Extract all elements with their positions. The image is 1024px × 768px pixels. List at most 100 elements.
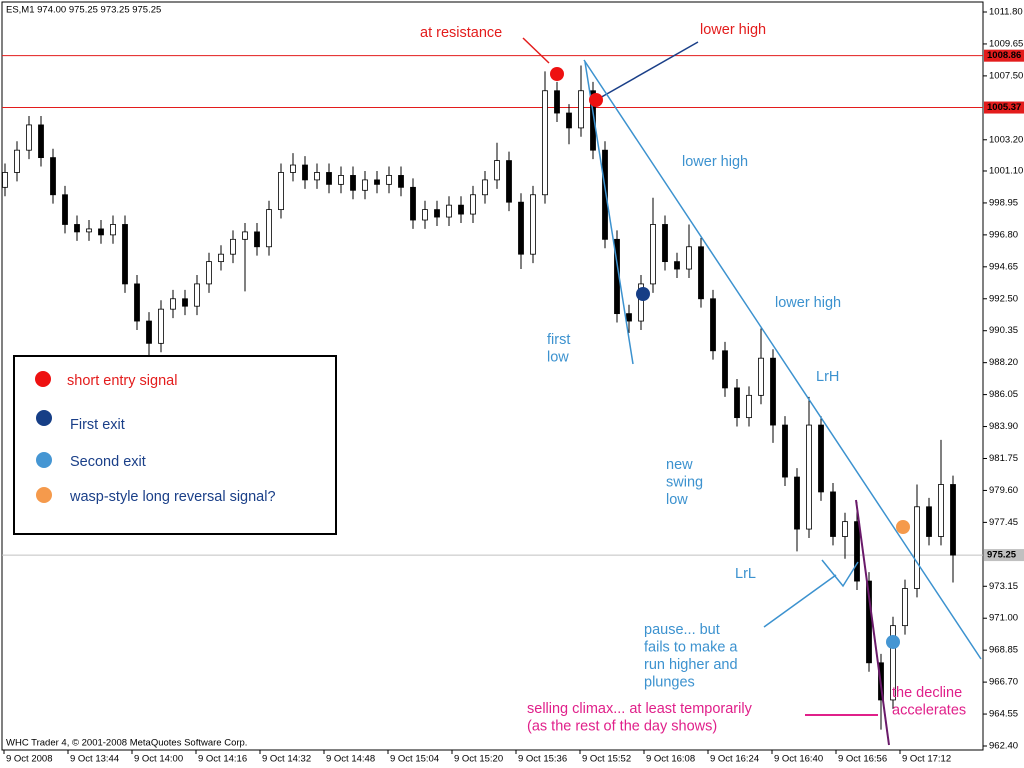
arrow-line (597, 41, 699, 100)
candle-body (590, 90, 596, 151)
candle-body (722, 350, 728, 389)
x-tick-label: 9 Oct 16:40 (774, 754, 823, 765)
arrow-line (522, 37, 550, 64)
candle-body (14, 149, 20, 173)
signal-dot (550, 67, 564, 81)
y-tick-label: 979.60 (989, 485, 1018, 496)
candle-body (374, 179, 380, 185)
candle-body (386, 175, 392, 185)
x-tick-label: 9 Oct 2008 (6, 754, 52, 765)
trend-line (584, 61, 634, 365)
candle-body (434, 209, 440, 218)
price-label: 975.25 (987, 550, 1017, 561)
y-tick-label: 977.45 (989, 517, 1018, 528)
candle-body (662, 224, 668, 263)
annotation-text: first (547, 332, 570, 348)
y-tick-label: 992.50 (989, 293, 1018, 304)
candle-body (578, 90, 584, 129)
candle-body (470, 194, 476, 215)
candle-body (410, 186, 416, 221)
annotation-text: swing (666, 474, 703, 490)
candle-body (398, 175, 404, 188)
y-tick-label: 988.20 (989, 357, 1018, 368)
price-label-box (984, 49, 1024, 62)
y-tick-label: 983.90 (989, 421, 1018, 432)
x-tick-label: 9 Oct 16:56 (838, 754, 887, 765)
candle-body (38, 124, 44, 159)
annotation-text: accelerates (892, 702, 966, 718)
y-tick-label: 990.35 (989, 325, 1018, 336)
legend-dot (36, 410, 52, 426)
candle-body (290, 164, 296, 173)
trend-line (583, 59, 982, 660)
annotation-text: LrL (735, 566, 756, 582)
candle-body (110, 224, 116, 236)
candle-body (302, 164, 308, 181)
candle-body (926, 506, 932, 537)
x-tick-label: 9 Oct 14:48 (326, 754, 375, 765)
signal-dot (636, 287, 650, 301)
annotation-text: pause... but (644, 622, 720, 638)
annotation-text: selling climax... at least temporarily (527, 701, 753, 717)
x-tick-label: 9 Oct 15:52 (582, 754, 631, 765)
x-tick-label: 9 Oct 17:12 (902, 754, 951, 765)
candle-body (794, 476, 800, 530)
candle-body (650, 224, 656, 285)
y-tick-label: 973.15 (989, 581, 1018, 592)
candle-body (566, 112, 572, 129)
x-tick-label: 9 Oct 15:04 (390, 754, 439, 765)
legend-dot (36, 452, 52, 468)
legend-label: short entry signal (67, 373, 177, 389)
trend-line (821, 559, 859, 588)
signal-dot (589, 93, 603, 107)
candle-body (806, 424, 812, 530)
y-tick-label: 966.70 (989, 677, 1018, 688)
candle-body (62, 194, 68, 225)
candle-body (602, 149, 608, 240)
candle-body (170, 298, 176, 310)
signal-dot (886, 635, 900, 649)
candle-body (26, 124, 32, 151)
y-tick-label: 1001.10 (989, 165, 1023, 176)
candle-body (770, 357, 776, 426)
candle-body (950, 484, 956, 556)
footer: WHC Trader 4, © 2001-2008 MetaQuotes Sof… (6, 738, 247, 749)
y-tick-label: 968.85 (989, 645, 1018, 656)
candle-body (242, 231, 248, 240)
candles (2, 65, 956, 730)
y-tick-label: 1003.20 (989, 134, 1023, 145)
signal-dot (896, 520, 910, 534)
candle-body (542, 90, 548, 196)
candle-body (230, 238, 236, 255)
candle-body (362, 179, 368, 191)
candle-body (686, 246, 692, 270)
candle-body (710, 298, 716, 352)
candle-body (98, 228, 104, 236)
annotation-text: lower high (775, 295, 841, 311)
candle-body (674, 261, 680, 270)
annotation-text: lower high (682, 154, 748, 170)
legend-box (13, 355, 337, 535)
x-tick-label: 9 Oct 14:00 (134, 754, 183, 765)
candle-body (854, 521, 860, 582)
candle-body (554, 90, 560, 114)
annotation-text: plunges (644, 674, 695, 690)
candle-body (638, 283, 644, 322)
annotation-text: run higher and (644, 657, 738, 673)
annotation-text: new (666, 457, 693, 473)
candle-body (158, 308, 164, 344)
candle-body (830, 491, 836, 537)
symbol-info: ES,M1 974.00 975.25 973.25 975.25 (6, 5, 161, 16)
candle-body (902, 588, 908, 627)
legend-label: wasp-style long reversal signal? (69, 489, 276, 505)
candle-body (494, 160, 500, 181)
x-tick-label: 9 Oct 16:08 (646, 754, 695, 765)
price-label: 1005.37 (987, 102, 1021, 113)
candle-body (278, 172, 284, 211)
candle-body (506, 160, 512, 203)
candle-body (182, 298, 188, 307)
candle-body (206, 261, 212, 285)
price-label: 1008.86 (987, 50, 1021, 61)
annotation-text: fails to make a (644, 639, 738, 655)
